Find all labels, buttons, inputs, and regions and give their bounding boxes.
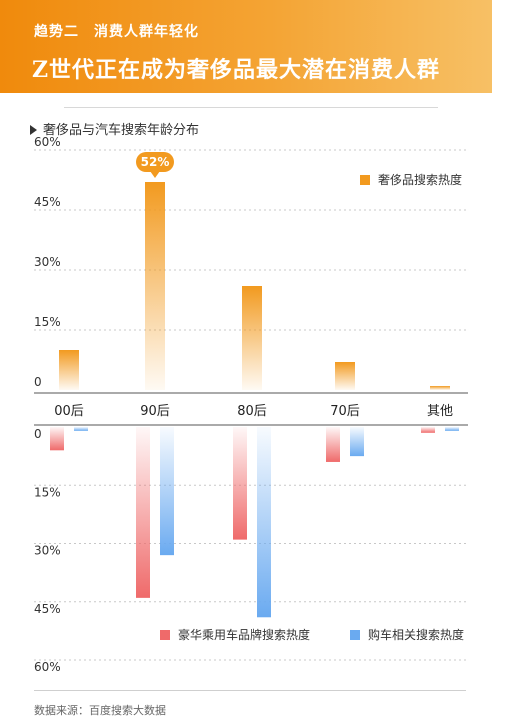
bottom-y-tick-label: 0 [34,427,42,441]
legend-car-search-label: 购车相关搜索热度 [368,628,465,642]
legend-luxury-car-brand-label: 豪华乘用车品牌搜索热度 [178,628,311,642]
page-headline: Z世代正在成为奢侈品最大潜在消费人群 [32,57,441,83]
top-y-tick-label: 30% [34,255,61,269]
legend-luxury-label: 奢侈品搜索热度 [378,173,463,187]
bar-car-search-3 [350,427,364,457]
annotation-bubble [136,152,174,172]
bar-luxury-car-brand-1 [136,427,150,598]
bar-car-search-2 [257,427,271,618]
legend-luxury-car-brand: 豪华乘用车品牌搜索热度 [160,626,310,643]
bottom-y-tick-label: 45% [34,602,61,616]
category-label-3: 70后 [330,404,360,419]
legend-car-search: 购车相关搜索热度 [350,626,464,643]
legend-luxury-swatch [360,174,370,185]
top-y-tick-label: 60% [34,135,61,149]
top-y-tick-label: 45% [34,195,61,209]
bar-luxury-4 [430,386,450,390]
legend-luxury: 奢侈品搜索热度 [360,171,462,188]
bar-luxury-1 [145,182,165,390]
legend-luxury-car-brand-swatch [160,629,170,640]
bottom-y-tick-label: 15% [34,485,61,499]
triangle-bullet-icon [30,125,37,135]
category-label-4: 其他 [427,404,453,419]
category-label-2: 80后 [237,404,267,419]
bar-luxury-car-brand-4 [421,427,435,433]
bar-luxury-3 [335,362,355,390]
bar-luxury-2 [242,286,262,390]
bar-luxury-car-brand-2 [233,427,247,540]
title-divider [64,107,438,108]
bar-luxury-car-brand-3 [326,427,340,462]
header-banner: 趋势二 消费人群年轻化 Z世代正在成为奢侈品最大潜在消费人群 [0,0,492,93]
chart-title: 奢侈品与汽车搜索年龄分布 [30,119,199,138]
category-label-0: 00后 [54,404,84,419]
data-source: 数据来源：百度搜索大数据 [34,704,166,717]
annotation-pointer [150,171,160,178]
bar-car-search-4 [445,427,459,431]
bottom-y-tick-label: 30% [34,544,61,558]
bar-car-search-1 [160,427,174,556]
annotation-label: 52% [141,155,170,169]
category-label-1: 90后 [140,404,170,419]
legend-car-search-swatch [350,629,360,640]
bar-car-search-0 [74,427,88,431]
bar-luxury-0 [59,350,79,390]
top-y-tick-label: 0 [34,375,42,389]
bottom-y-tick-label: 60% [34,660,61,674]
bar-luxury-car-brand-0 [50,427,64,451]
footer-divider [34,690,466,691]
chart-title-text: 奢侈品与汽车搜索年龄分布 [43,123,200,138]
top-y-tick-label: 15% [34,315,61,329]
section-kicker: 趋势二 消费人群年轻化 [34,24,199,40]
